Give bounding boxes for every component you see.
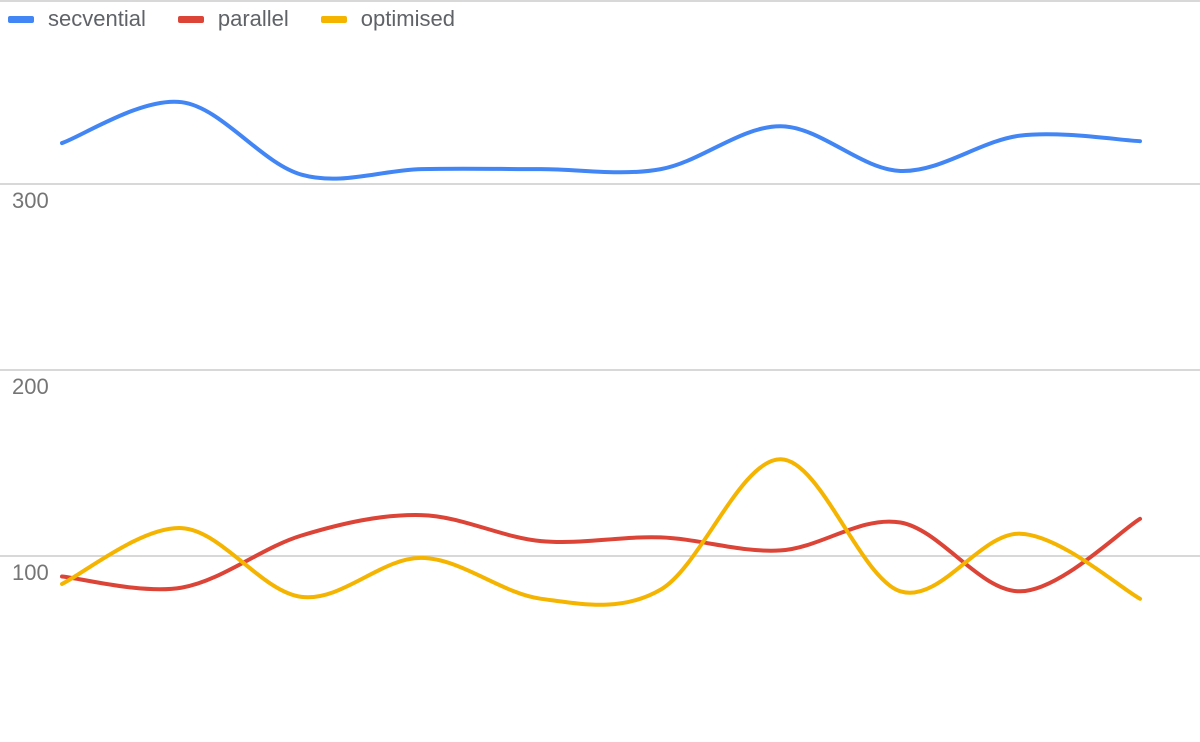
data-point-parallel-9[interactable] xyxy=(1014,585,1026,597)
data-point-secvential-9[interactable] xyxy=(1014,130,1026,142)
data-point-parallel-7[interactable] xyxy=(775,544,787,556)
data-point-secvential-7[interactable] xyxy=(775,120,787,132)
legend-swatch-secvential xyxy=(8,15,34,23)
legend-item-optimised[interactable]: optimised xyxy=(320,6,455,32)
data-point-parallel-6[interactable] xyxy=(655,531,667,543)
data-point-parallel-3[interactable] xyxy=(296,530,308,542)
series-line-secvential[interactable] xyxy=(60,99,1142,181)
data-point-optimised-2[interactable] xyxy=(176,522,188,534)
data-point-optimised-7[interactable] xyxy=(775,453,787,465)
legend-item-secvential[interactable]: secvential xyxy=(8,6,146,32)
data-point-secvential-8[interactable] xyxy=(894,165,906,177)
data-point-secvential-2[interactable] xyxy=(176,96,188,108)
legend-label-secvential: secvential xyxy=(48,6,146,31)
y-tick-label-100: 100 xyxy=(12,560,49,585)
data-point-secvential-1[interactable] xyxy=(56,137,68,149)
data-point-parallel-10[interactable] xyxy=(1134,513,1146,525)
data-point-secvential-3[interactable] xyxy=(296,169,308,181)
chart-gridlines xyxy=(0,0,1200,557)
chart-series xyxy=(56,96,1146,607)
data-point-optimised-3[interactable] xyxy=(296,591,308,603)
legend-swatch-parallel xyxy=(177,15,204,23)
y-tick-label-300: 300 xyxy=(12,188,49,213)
legend-swatch-optimised xyxy=(320,15,347,23)
data-point-secvential-4[interactable] xyxy=(415,163,427,175)
data-point-parallel-2[interactable] xyxy=(176,582,188,594)
data-point-optimised-1[interactable] xyxy=(56,578,68,590)
data-point-secvential-5[interactable] xyxy=(535,163,547,175)
data-point-optimised-10[interactable] xyxy=(1134,593,1146,605)
data-point-optimised-9[interactable] xyxy=(1014,528,1026,540)
data-point-optimised-4[interactable] xyxy=(415,552,427,564)
data-point-optimised-8[interactable] xyxy=(894,585,906,597)
legend-label-parallel: parallel xyxy=(217,6,289,31)
y-tick-label-200: 200 xyxy=(12,374,49,399)
chart-legend: secvential parallel optimised xyxy=(8,6,487,32)
legend-item-parallel[interactable]: parallel xyxy=(177,6,289,32)
data-point-secvential-10[interactable] xyxy=(1134,135,1146,147)
data-point-parallel-8[interactable] xyxy=(894,517,906,529)
data-point-optimised-5[interactable] xyxy=(535,593,547,605)
series-line-optimised[interactable] xyxy=(60,457,1142,607)
data-point-optimised-6[interactable] xyxy=(655,583,667,595)
y-axis-ticks: 100 200 300 xyxy=(12,188,49,585)
data-point-parallel-5[interactable] xyxy=(535,535,547,547)
data-point-parallel-4[interactable] xyxy=(415,509,427,521)
data-point-secvential-6[interactable] xyxy=(655,163,667,175)
legend-label-optimised: optimised xyxy=(360,6,455,31)
